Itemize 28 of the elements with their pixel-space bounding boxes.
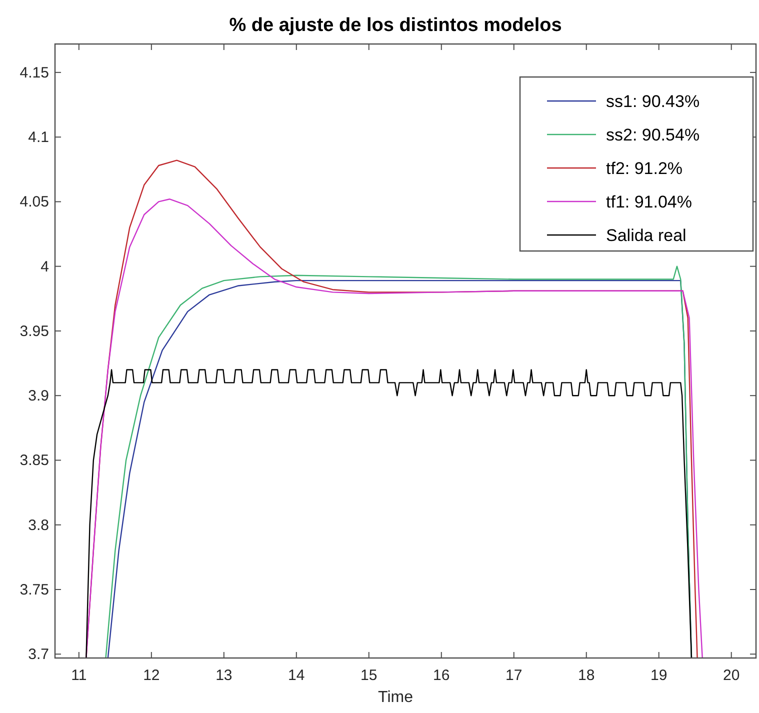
x-axis-title: Time — [378, 689, 414, 706]
y-tick-label: 3.75 — [20, 581, 49, 598]
x-tick-label: 16 — [433, 667, 450, 684]
x-tick-label: 18 — [578, 667, 595, 684]
x-tick-label: 20 — [723, 667, 740, 684]
x-tick-label: 17 — [506, 667, 522, 684]
y-tick-label: 4.1 — [28, 129, 49, 146]
y-tick-label: 3.85 — [20, 452, 49, 470]
legend-label: Salida real — [606, 226, 686, 245]
x-tick-label: 14 — [288, 667, 305, 684]
chart-title: % de ajuste de los distintos modelos — [229, 15, 562, 36]
x-tick-label: 13 — [216, 667, 232, 684]
y-tick-label: 4.05 — [20, 194, 49, 211]
y-tick-label: 3.7 — [28, 646, 49, 664]
y-tick-label: 3.9 — [28, 388, 49, 405]
x-tick-label: 19 — [650, 667, 668, 684]
legend-label: tf1: 91.04% — [606, 192, 692, 212]
line-series — [86, 369, 692, 658]
x-tick-label: 11 — [71, 667, 87, 684]
x-tick-label: 12 — [143, 667, 160, 684]
y-tick-label: 4.15 — [20, 64, 49, 82]
x-tick-label: 15 — [360, 667, 378, 684]
y-tick-label: 3.8 — [28, 516, 49, 534]
legend-label: ss1: 90.43% — [606, 92, 700, 111]
legend-label: ss2: 90.54% — [606, 126, 700, 144]
y-tick-label: 3.95 — [20, 322, 49, 340]
legend-label: tf2: 91.2% — [606, 159, 683, 178]
y-tick-label: 4 — [40, 258, 49, 276]
